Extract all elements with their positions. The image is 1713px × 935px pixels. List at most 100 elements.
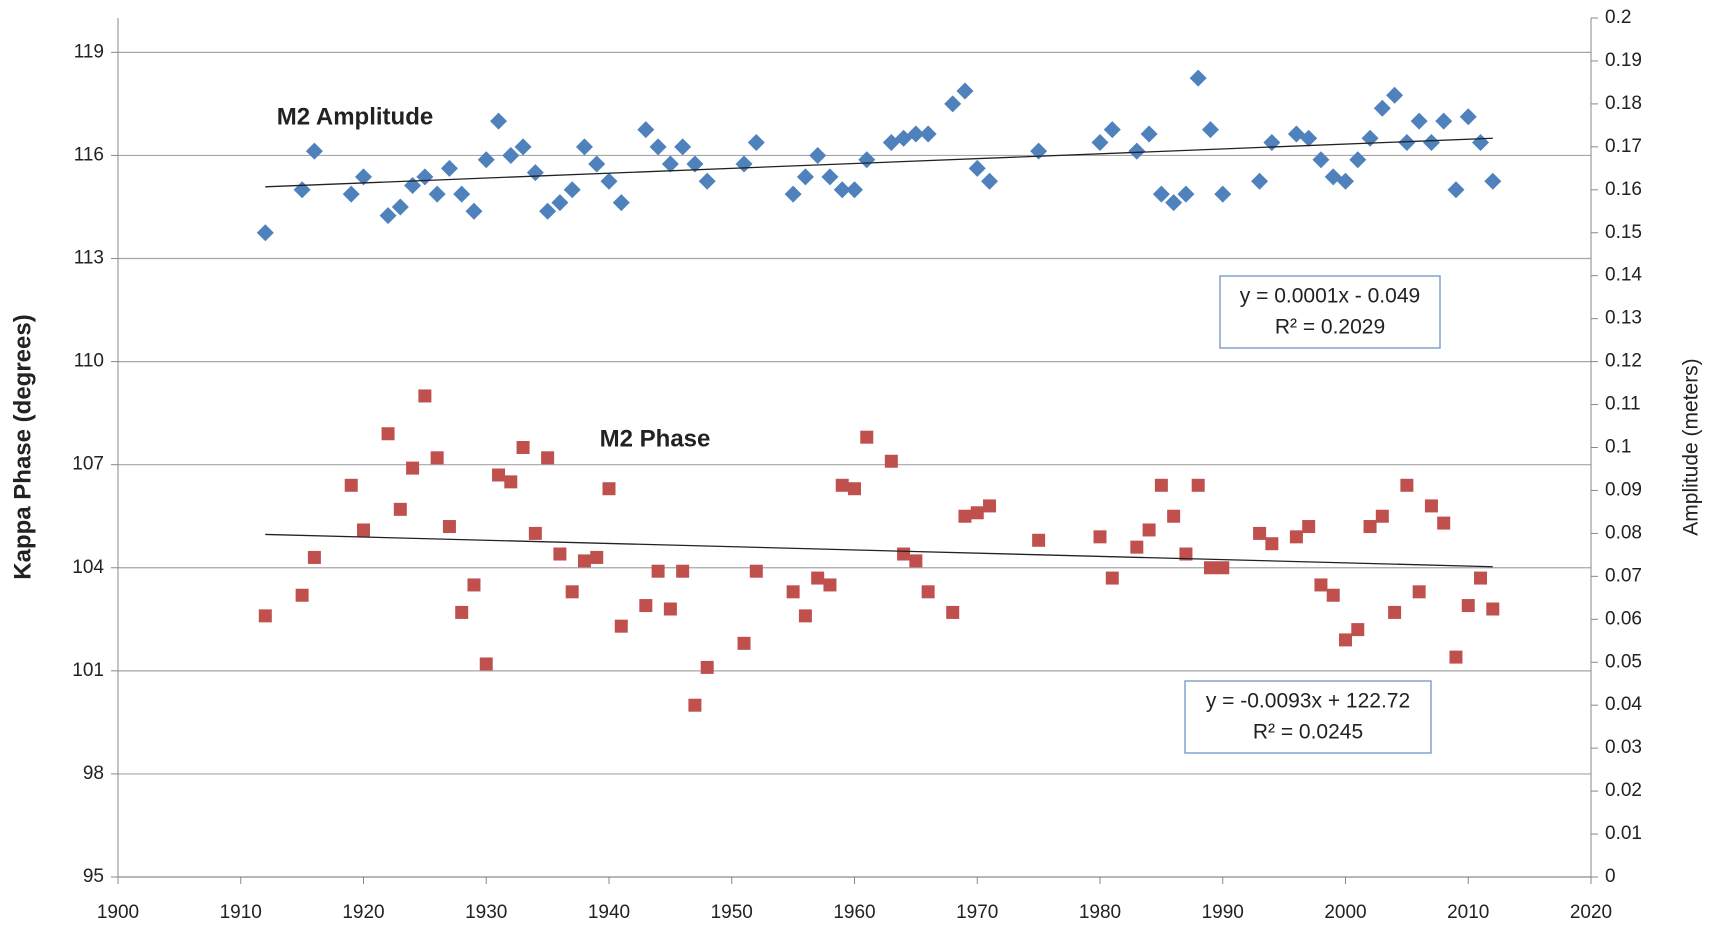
x-tick-label: 1960 (833, 902, 875, 923)
data-point (946, 605, 960, 619)
data-point (907, 125, 925, 143)
data-point (956, 82, 974, 100)
data-point (1386, 86, 1404, 104)
data-point (970, 506, 984, 520)
data-point (528, 526, 542, 540)
y-tick-label: 116 (74, 144, 104, 165)
y-tick-label: 110 (74, 351, 104, 372)
y2-tick-label: 0.17 (1605, 136, 1642, 157)
data-point (749, 564, 763, 578)
data-point (1424, 499, 1438, 513)
data-point (465, 202, 483, 220)
data-point (1349, 151, 1367, 169)
data-point (1093, 530, 1107, 544)
data-point (1300, 129, 1318, 147)
data-point (786, 585, 800, 599)
data-point (983, 499, 997, 513)
data-point (1375, 509, 1389, 523)
data-point (453, 185, 471, 203)
data-point (798, 609, 812, 623)
y2-tick-label: 0.15 (1605, 222, 1642, 243)
data-point (1337, 172, 1354, 190)
data-point (674, 138, 692, 156)
x-tick-label: 2000 (1324, 902, 1366, 923)
y2-tick-label: 0.12 (1605, 351, 1642, 372)
y2-tick-label: 0.19 (1605, 50, 1642, 71)
data-point (1398, 134, 1416, 152)
y2-tick-label: 0.05 (1605, 651, 1642, 672)
data-point (809, 146, 827, 164)
data-point (1201, 121, 1219, 139)
data-point (575, 138, 593, 156)
data-point (846, 181, 863, 199)
data-point (1130, 540, 1144, 554)
data-point (553, 547, 567, 561)
data-point (921, 585, 935, 599)
data-point (502, 146, 520, 164)
data-point (602, 482, 616, 496)
data-point (1030, 142, 1048, 160)
data-point (355, 168, 372, 186)
data-point (357, 523, 370, 537)
x-tick-label: 2010 (1447, 902, 1489, 923)
y2-tick-label: 0.04 (1605, 694, 1642, 715)
data-point (1486, 602, 1500, 616)
data-point (428, 185, 446, 203)
data-point (577, 554, 591, 568)
data-point (639, 599, 653, 613)
data-point (1312, 151, 1330, 169)
data-point (958, 509, 972, 523)
data-point (649, 138, 667, 156)
data-point (1189, 69, 1207, 87)
y-tick-label: 95 (83, 866, 104, 887)
series-label: M2 Amplitude (277, 103, 433, 130)
data-point (539, 202, 557, 220)
data-point (1216, 561, 1230, 575)
data-point (968, 159, 986, 177)
data-point (1154, 478, 1168, 492)
data-point (1177, 185, 1195, 203)
data-point (944, 95, 962, 113)
y2-tick-label: 0.18 (1605, 93, 1642, 114)
data-point (541, 451, 555, 465)
data-point (393, 502, 407, 516)
data-point (1461, 599, 1475, 613)
data-point (256, 224, 274, 242)
data-point (686, 155, 704, 173)
data-point (1203, 561, 1217, 575)
equation-box (1184, 680, 1432, 754)
data-point (1032, 533, 1046, 547)
y2-tick-label: 0.1 (1605, 437, 1631, 458)
trendline (265, 533, 1493, 568)
data-point (1105, 571, 1119, 585)
x-tick-label: 1910 (220, 902, 262, 923)
data-point (614, 619, 628, 633)
data-point (379, 207, 397, 225)
data-point (698, 172, 716, 190)
x-tick-label: 2020 (1570, 902, 1612, 923)
data-point (1167, 509, 1181, 523)
data-point (1214, 185, 1232, 203)
data-point (1165, 194, 1183, 212)
data-point (1128, 142, 1146, 160)
data-point (1251, 172, 1269, 190)
data-point (1474, 571, 1488, 585)
data-point (663, 602, 677, 616)
data-point (455, 605, 469, 619)
data-point (492, 468, 506, 482)
series-label: M2 Phase (600, 425, 711, 452)
x-tick-label: 1900 (97, 902, 139, 923)
data-point (1412, 585, 1426, 599)
data-point (796, 168, 814, 186)
data-point (1422, 134, 1440, 152)
data-point (344, 478, 358, 492)
y2-tick-label: 0.14 (1605, 265, 1642, 286)
data-point (467, 578, 481, 592)
data-point (811, 571, 825, 585)
data-point (514, 138, 532, 156)
data-point (1179, 547, 1193, 561)
data-point (1091, 134, 1109, 152)
data-point (1326, 588, 1340, 602)
data-point (688, 698, 702, 712)
